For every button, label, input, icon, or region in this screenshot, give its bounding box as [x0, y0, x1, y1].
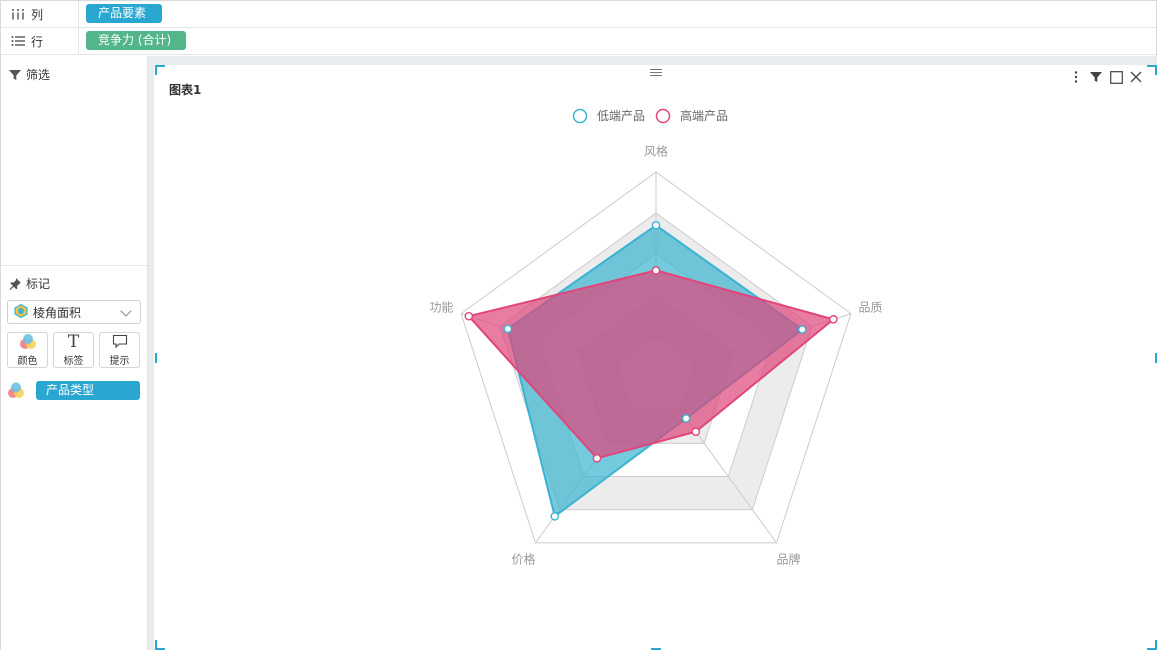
- rows-shelf-header: 行: [1, 28, 79, 54]
- columns-shelf: 列 产品要素: [1, 1, 1156, 28]
- data-point-0-4: [503, 324, 513, 334]
- mark-color-label: 颜色: [17, 355, 38, 367]
- filter-label: 筛选: [26, 68, 51, 82]
- resize-handle-right[interactable]: [1155, 353, 1157, 363]
- maximize-icon[interactable]: [1109, 70, 1123, 84]
- legend-label-0: 低端产品: [597, 109, 645, 123]
- resize-corner-top-right[interactable]: [1147, 65, 1157, 75]
- more-options-icon[interactable]: [1069, 70, 1083, 84]
- chevron-down-icon: [120, 305, 132, 317]
- color-encoding-icon: [7, 382, 25, 402]
- mark-type-icon: [14, 303, 28, 321]
- filter-section-header[interactable]: 筛选: [9, 66, 50, 83]
- legend: 低端产品 高端产品: [572, 108, 728, 124]
- axis-label-2: 品牌: [777, 552, 801, 566]
- chart-toolbar: [1069, 70, 1143, 84]
- mark-type-select[interactable]: 棱角面积: [7, 300, 141, 324]
- radar-series: [464, 220, 838, 521]
- drag-handle-icon[interactable]: [650, 69, 662, 76]
- speech-bubble-icon: [112, 334, 128, 350]
- mark-label-label: 标签: [63, 355, 84, 367]
- mark-tooltip-button[interactable]: 提示: [99, 332, 140, 368]
- color-field-pill[interactable]: 产品类型: [36, 381, 140, 400]
- axis-label-1: 品质: [858, 300, 882, 314]
- data-point-1-0: [651, 266, 661, 275]
- data-point-1-3: [592, 453, 602, 463]
- columns-field-pill[interactable]: 产品要素: [86, 4, 162, 23]
- legend-marker-1: [655, 108, 671, 124]
- pin-icon: [9, 277, 21, 290]
- panel-splitter[interactable]: [148, 56, 154, 650]
- data-point-0-1: [797, 325, 807, 334]
- data-point-0-2: [681, 414, 691, 423]
- columns-icon: [11, 7, 25, 21]
- rows-icon: [11, 34, 25, 48]
- chart-panel[interactable]: 图表1 低端产品 高端产品 风格品质品牌 价格 功能: [155, 65, 1157, 650]
- data-point-1-4: [464, 311, 474, 321]
- color-palette-icon: [19, 333, 37, 350]
- legend-marker-0: [572, 108, 588, 124]
- marks-section-header: 标记: [9, 275, 50, 292]
- filter-icon: [9, 69, 21, 81]
- data-point-1-1: [829, 315, 838, 324]
- rows-shelf-label: 行: [31, 34, 44, 49]
- data-point-0-3: [550, 512, 560, 521]
- resize-corner-bottom-left[interactable]: [155, 640, 165, 650]
- resize-corner-bottom-right[interactable]: [1147, 640, 1157, 650]
- data-point-1-2: [691, 427, 701, 437]
- columns-shelf-label: 列: [31, 7, 44, 22]
- chart-title: 图表1: [169, 83, 202, 97]
- left-panel: 筛选 标记 棱角面积 颜色 T 标签: [1, 56, 148, 650]
- columns-shelf-header: 列: [1, 1, 79, 27]
- marks-label: 标记: [26, 277, 51, 291]
- top-gap: [148, 56, 1157, 65]
- legend-label-1: 高端产品: [680, 108, 728, 123]
- mark-tooltip-label: 提示: [109, 355, 130, 367]
- color-encoding-row: 产品类型: [7, 381, 141, 401]
- axis-label-3: 价格: [511, 551, 535, 566]
- resize-handle-bottom[interactable]: [651, 648, 661, 650]
- mark-type-value: 棱角面积: [33, 305, 82, 320]
- close-icon[interactable]: [1129, 70, 1143, 84]
- resize-corner-top-left[interactable]: [155, 65, 165, 75]
- filter-icon[interactable]: [1089, 70, 1103, 84]
- axis-label-0: 风格: [644, 144, 668, 159]
- mark-label-button[interactable]: T 标签: [53, 332, 94, 368]
- axis-label-4: 功能: [430, 300, 454, 314]
- text-t-icon: T: [67, 331, 80, 352]
- rows-field-pill[interactable]: 竞争力 (合计): [86, 31, 186, 50]
- mark-color-button[interactable]: 颜色: [7, 332, 48, 368]
- series-area-1: [466, 269, 836, 460]
- data-point-0-0: [651, 220, 661, 230]
- rows-shelf: 行 竞争力 (合计): [1, 28, 1156, 55]
- resize-handle-left[interactable]: [155, 353, 157, 363]
- marks-divider: [1, 265, 147, 266]
